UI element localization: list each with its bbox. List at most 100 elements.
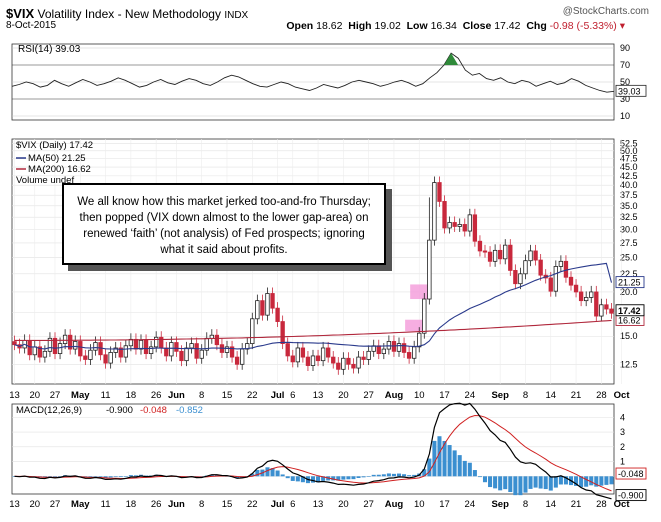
gap-highlight-upper [410,284,432,300]
chg-label: Chg [526,20,547,32]
price-legend-volume: Volume undef [16,175,74,186]
macd-last-label: -0.048 [618,469,644,479]
macd-histogram-bar [467,462,472,477]
macd-histogram-bar [584,476,589,487]
candle-body [492,249,498,262]
candle-body [32,346,37,356]
macd-histogram-bar [346,476,351,480]
macd-histogram-bar [513,476,518,496]
macd-panel: 01234MACD(12,26,9)-0.900-0.048-0.852-0.0… [9,402,647,510]
candle-body [498,249,503,260]
candle-body [209,334,214,339]
price-x-label: Jul [271,390,285,401]
macd-tick-label: 2 [620,442,625,452]
macd-x-label: 20 [29,499,40,510]
macd-histogram-bar [396,473,402,477]
macd-histogram-bar [300,476,305,483]
macd-histogram-bar [447,445,452,477]
low-value: 16.34 [430,20,457,32]
candle-body [432,182,437,241]
price-last-box [615,304,645,317]
candle-body [143,340,149,355]
price-x-label: 22 [247,390,258,401]
macd-x-label: 13 [9,499,20,510]
macd-histogram-bar [553,476,558,488]
candle-body [62,334,68,345]
candle-body [508,244,513,271]
candle-body [310,355,316,366]
candle-body [118,347,123,358]
candle-body [361,356,366,360]
candle-body [584,297,589,302]
macd-x-label: 6 [290,499,295,510]
candle-body [320,347,326,362]
macd-x-label: 26 [151,499,162,510]
macd-x-label: 18 [126,499,137,510]
macd-legend-histogram: -0.852 [176,405,203,416]
candle-body [37,346,42,358]
macd-x-label: 8 [523,499,528,510]
candle-body [568,276,574,286]
candle-body [528,250,533,262]
macd-histogram-bar [412,474,417,477]
candle-body [245,343,250,350]
candle-body [27,340,32,356]
ohlc-readout: Open 18.62 High 19.02 Low 16.34 Close 17… [286,20,625,32]
price-x-label: 20 [29,390,40,401]
macd-histogram-bar [482,476,488,483]
candle-body [280,321,285,345]
price-x-label: Jun [168,390,185,401]
rsi-panel: 10 30 50 70 90 RSI(14) 39.03 39.03 [11,43,647,121]
macd-histogram-bar [452,450,457,477]
exchange: INDX [224,10,249,21]
macd-histogram-bar [341,476,346,480]
price-panel: 12.5 15.0 20.0 22.5 25.0 27.5 30.0 32.535.037.5… [9,138,645,401]
macd-histogram-bar [336,476,341,481]
price-tick-label: 37.5 [620,190,638,200]
candle-body [578,291,584,302]
price-x-label: 8 [199,390,204,401]
price-tick-label: 27.5 [620,238,638,248]
macd-histogram-bar [543,476,548,490]
macd-x-label: 14 [545,499,556,510]
index-name: Volatility Index - New Methodology [37,7,221,21]
candle-body [487,251,493,262]
price-legend-series: $VIX (Daily) 17.42 [16,140,93,151]
macd-histogram-bar [255,469,260,477]
macd-x-label: 24 [465,499,476,510]
rsi-overbought-fill [444,53,459,65]
price-last-label: 16.62 [618,315,641,325]
candle-body [42,350,48,358]
candle-body [229,346,235,358]
macd-x-label: 15 [222,499,233,510]
candle-body [503,244,508,260]
candle-body [609,308,614,314]
candle-body [563,260,569,278]
macd-x-label: 27 [363,499,374,510]
macd-line [14,402,612,500]
price-tick-label: 20.0 [620,287,638,297]
macd-signal-line [14,414,612,492]
macd-x-label: 27 [50,499,61,510]
macd-x-label: 11 [101,499,111,510]
candle-body [396,343,402,352]
macd-tick-label: 3 [620,427,625,437]
candle-body [52,337,58,355]
price-x-label: 15 [222,390,233,401]
macd-last-box [615,467,647,480]
candle-body [234,356,240,365]
macd-x-label: 20 [338,499,349,510]
macd-histogram-bar [108,476,113,478]
candle-body [47,337,53,352]
ma200-line [14,319,612,341]
candle-body [462,224,467,232]
macd-histogram-bar [488,476,493,488]
macd-histogram-bar [361,476,366,478]
macd-histogram-bar [280,474,285,477]
macd-histogram-bar [295,476,300,482]
candle-body [73,341,78,350]
macd-histogram-bar [290,476,295,481]
brand-link[interactable]: @StockCharts.com [562,6,649,17]
price-x-label: 27 [50,390,61,401]
candle-body [336,362,341,370]
